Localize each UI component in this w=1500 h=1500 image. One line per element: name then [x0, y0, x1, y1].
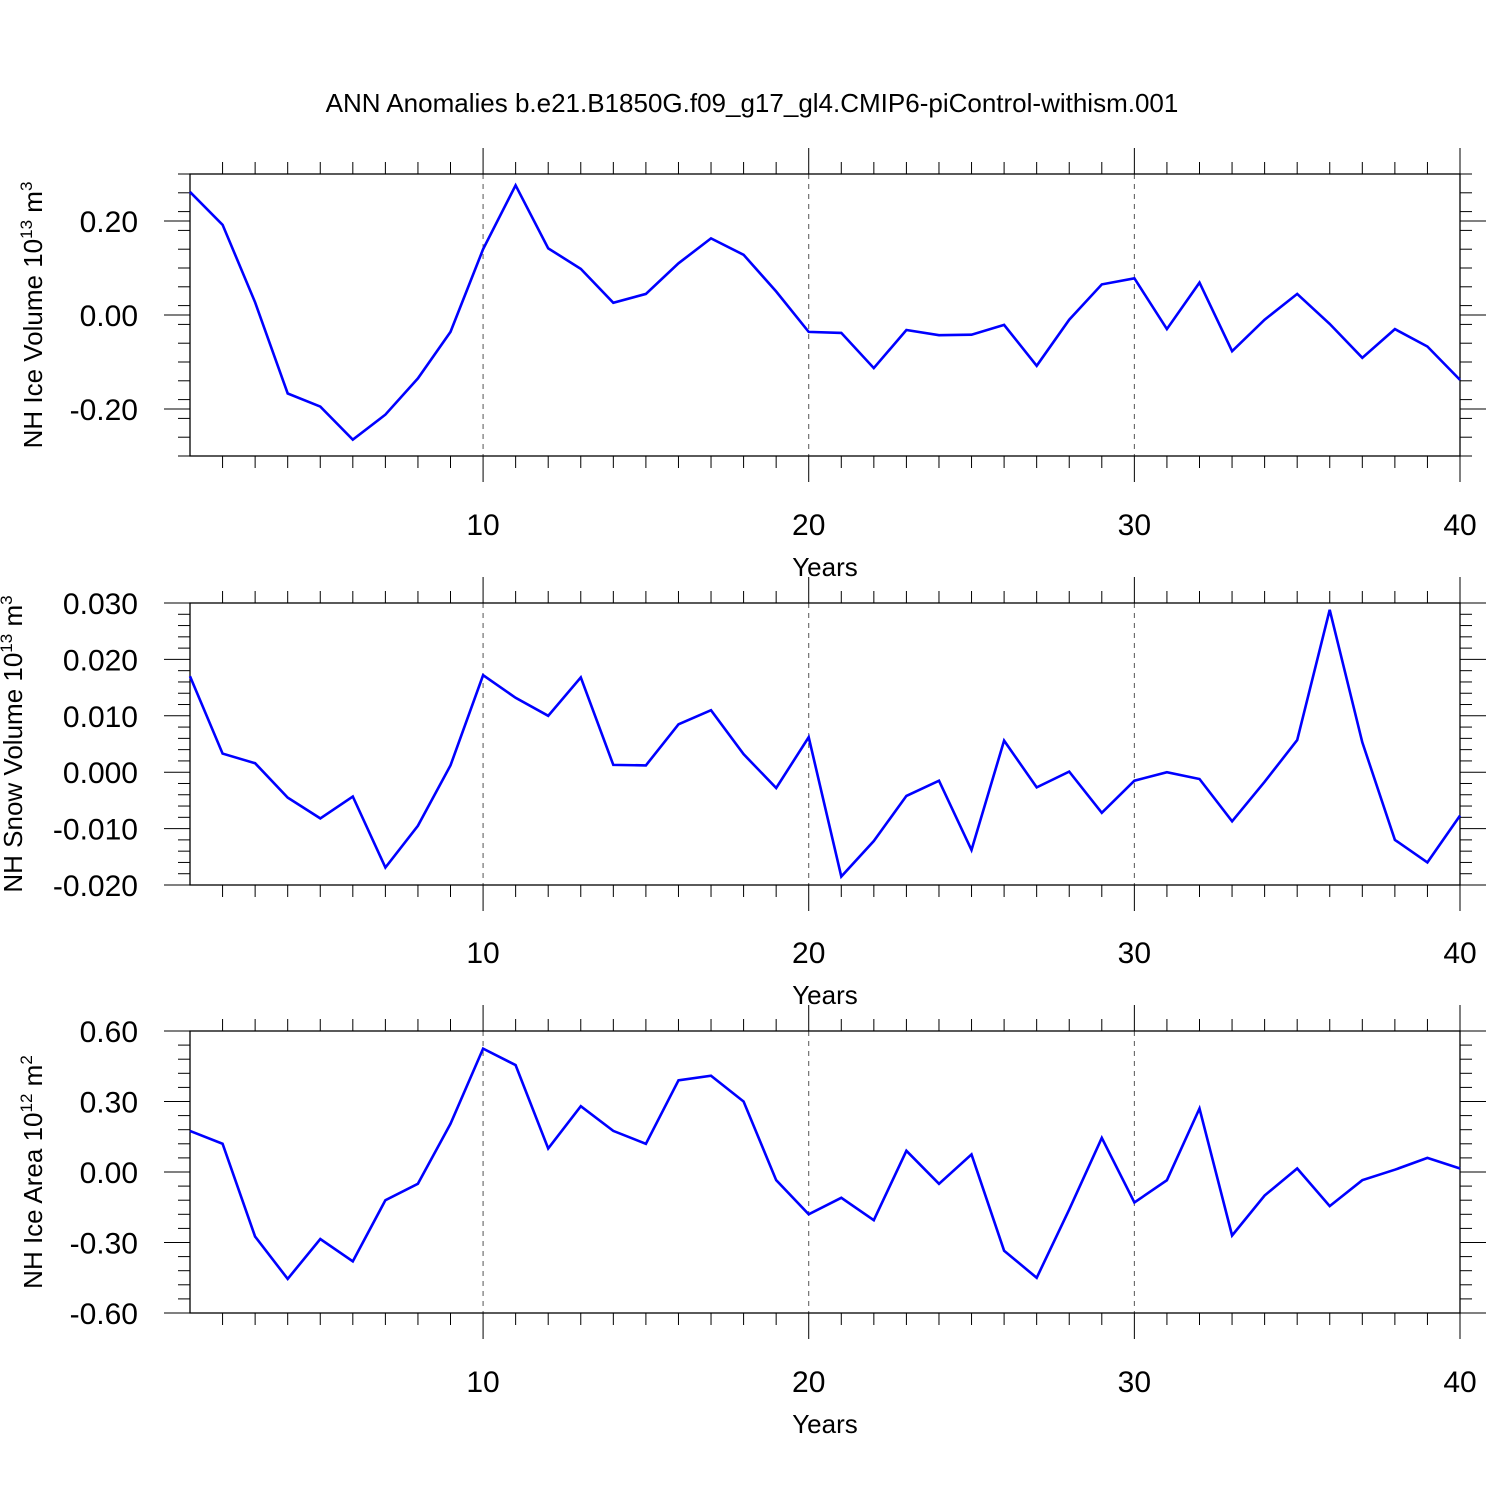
x-tick-label: 30	[1118, 509, 1151, 542]
y-axis-label-space	[0, 682, 28, 689]
y-axis-label-space	[18, 268, 48, 275]
y-axis-label-space	[18, 1141, 48, 1148]
y-axis-unit-m-exponent: 3	[17, 182, 36, 191]
y-axis-unit-base: 10	[18, 239, 48, 268]
y-tick-label: 0.000	[63, 757, 138, 790]
x-tick-label: 20	[792, 509, 825, 542]
y-axis-label-name: NH Ice Volume	[18, 275, 48, 448]
y-tick-label: 0.30	[80, 1087, 138, 1120]
y-tick-label: 0.00	[80, 1157, 138, 1190]
x-tick-label: 10	[466, 937, 499, 970]
y-axis-unit-exponent: 12	[17, 1094, 36, 1113]
panel-2: 10 20 30 40 -0.020 -0.010 0.000 0.010 0.020 0.030…	[0, 577, 1486, 1010]
panel-1: 10 20 30 40 -0.20 0.00 0.20 Years NH Ice Volume …	[17, 148, 1486, 582]
x-tick-label: 40	[1443, 1366, 1476, 1399]
y-tick-label: 0.20	[80, 206, 138, 239]
y-axis-unit-m-exponent: 2	[17, 1055, 36, 1064]
y-axis-label-name: NH Ice Area	[18, 1148, 48, 1289]
plot-frame	[189, 1030, 1461, 1314]
y-axis-label: NH Snow Volume 1013 m3	[0, 595, 28, 892]
y-axis-label-space	[18, 213, 48, 220]
x-tick-label: 10	[466, 1366, 499, 1399]
y-tick-label: -0.20	[70, 394, 138, 427]
series-line	[189, 182, 1461, 442]
y-tick-label: -0.30	[70, 1228, 138, 1261]
y-tick-label: -0.010	[53, 814, 138, 847]
y-axis-label-name: NH Snow Volume	[0, 689, 28, 893]
y-axis-unit-m-exponent: 3	[0, 595, 16, 604]
panel-3: 10 20 30 40 -0.60 -0.30 0.00 0.30 0.60 Years NH Ic…	[17, 1005, 1486, 1439]
plot-frame	[189, 602, 1461, 886]
y-axis-unit-m: m	[18, 1065, 48, 1087]
y-axis-label: NH Ice Area 1012 m2	[17, 1055, 48, 1289]
y-axis-label: NH Ice Volume 1013 m3	[17, 182, 48, 449]
y-tick-label: -0.020	[53, 870, 138, 903]
x-axis-label: Years	[792, 980, 858, 1010]
y-tick-label: 0.60	[80, 1016, 138, 1049]
y-tick-label: 0.010	[63, 701, 138, 734]
y-tick-label: -0.60	[70, 1298, 138, 1331]
y-axis-unit-exponent: 13	[0, 634, 16, 653]
chart-title: ANN Anomalies b.e21.B1850G.f09_g17_gl4.C…	[326, 88, 1179, 118]
x-axis-label: Years	[792, 552, 858, 582]
x-tick-label: 40	[1443, 509, 1476, 542]
y-tick-label: 0.030	[63, 588, 138, 621]
x-tick-label: 30	[1118, 937, 1151, 970]
x-tick-label: 20	[792, 937, 825, 970]
y-tick-label: 0.020	[63, 644, 138, 677]
y-axis-unit-base: 10	[0, 653, 28, 682]
y-axis-label-space	[0, 627, 28, 634]
y-axis-label-space	[18, 1086, 48, 1093]
x-axis-label: Years	[792, 1409, 858, 1439]
y-axis-unit-base: 10	[18, 1112, 48, 1141]
y-axis-unit-exponent: 13	[17, 220, 36, 239]
y-axis-unit-m: m	[18, 191, 48, 213]
y-tick-label: 0.00	[80, 300, 138, 333]
x-tick-label: 30	[1118, 1366, 1151, 1399]
x-tick-label: 40	[1443, 937, 1476, 970]
x-tick-label: 10	[466, 509, 499, 542]
series-line	[189, 1046, 1461, 1281]
x-tick-label: 20	[792, 1366, 825, 1399]
y-axis-unit-m: m	[0, 605, 28, 627]
series-line	[188, 609, 1462, 880]
